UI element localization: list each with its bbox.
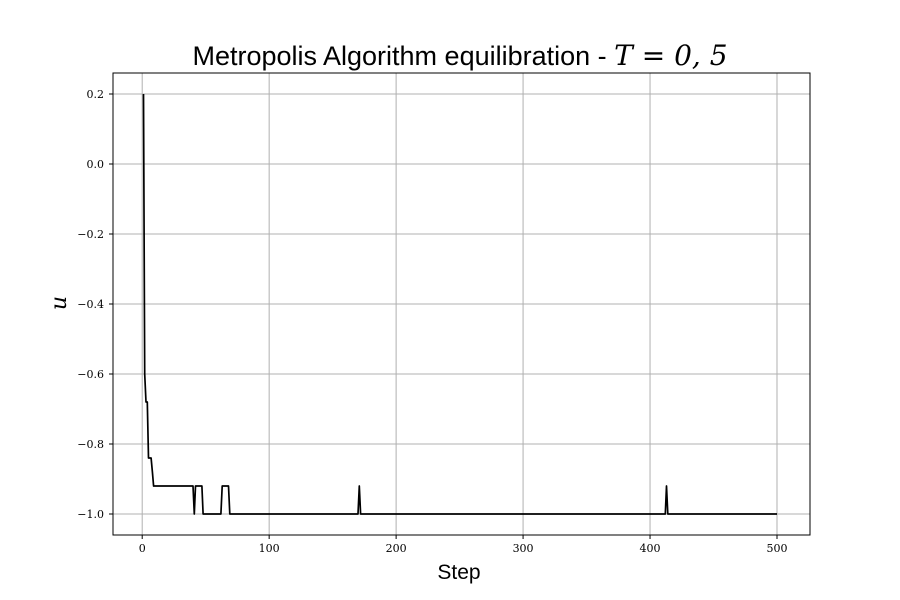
- y-tick-label: −0.4: [77, 298, 104, 311]
- x-tick-label: 0: [139, 542, 146, 555]
- series: [142, 93, 777, 515]
- plot-frame: [112, 72, 811, 536]
- y-tick-label: 0.2: [87, 88, 105, 101]
- y-tick-label: −0.8: [77, 438, 104, 451]
- y-tick-label: −0.2: [77, 228, 104, 241]
- x-tick-label: 500: [766, 542, 787, 555]
- y-tick-label: −1.0: [77, 508, 104, 521]
- x-tick-label: 200: [386, 542, 407, 555]
- grid: [113, 73, 810, 535]
- x-tick-label: 300: [513, 542, 534, 555]
- x-axis-label: Step: [437, 561, 480, 584]
- chart-title-text: Metropolis Algorithm equilibration -: [192, 41, 614, 71]
- y-tick-label: 0.0: [87, 158, 105, 171]
- y-axis-label: u: [47, 296, 72, 310]
- series-line: [142, 93, 777, 515]
- chart-title: Metropolis Algorithm equilibration - T =…: [192, 39, 727, 72]
- y-tick-label: −0.6: [77, 368, 104, 381]
- x-tick-label: 100: [259, 542, 280, 555]
- x-tick-label: 400: [640, 542, 661, 555]
- chart-title-math: T = 0, 5: [614, 39, 727, 72]
- ticks: 0 100 200 300 400 500 0.2 0.0 −0.2 −0.4 −0.6 −0.8 −1…: [77, 88, 787, 555]
